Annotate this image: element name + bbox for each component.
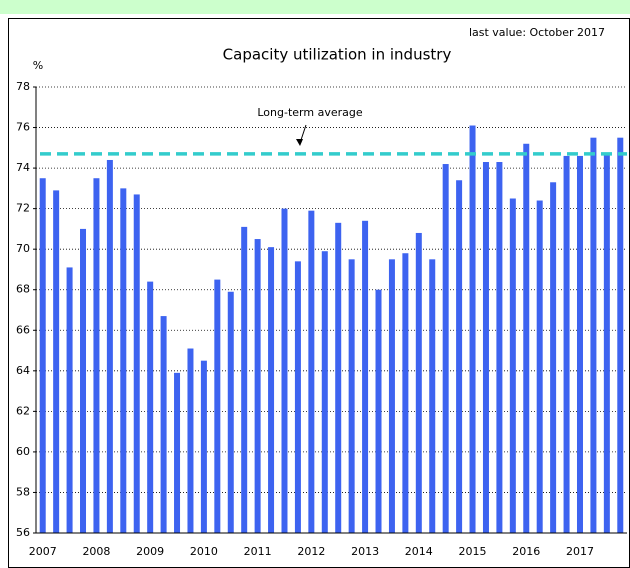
y-tick-label: 60 xyxy=(16,445,30,458)
bar xyxy=(228,292,234,533)
bar xyxy=(53,190,59,533)
annotation: last value: October 2017 xyxy=(469,26,605,39)
chart: last value: October 2017 Capacity utiliz… xyxy=(0,0,630,568)
bar xyxy=(147,282,153,533)
bar xyxy=(429,259,435,533)
bar xyxy=(376,290,382,533)
bar xyxy=(174,373,180,533)
bar xyxy=(470,126,476,533)
bar xyxy=(134,194,140,533)
bar xyxy=(214,280,220,533)
bar xyxy=(80,229,86,533)
x-tick-label: 2011 xyxy=(244,545,272,558)
bar xyxy=(349,259,355,533)
bar xyxy=(456,180,462,533)
average-label: Long-term average xyxy=(257,106,362,119)
y-tick-label: 64 xyxy=(16,364,30,377)
chart-title: Capacity utilization in industry xyxy=(223,46,452,64)
bar xyxy=(617,138,623,533)
x-tick-label: 2009 xyxy=(136,545,164,558)
bar xyxy=(550,182,556,533)
x-tick-label: 2010 xyxy=(190,545,218,558)
x-tick-label: 2007 xyxy=(29,545,57,558)
bar xyxy=(322,251,328,533)
y-tick-label: 66 xyxy=(16,323,30,336)
bar xyxy=(389,259,395,533)
x-tick-label: 2016 xyxy=(512,545,540,558)
y-tick-label: 76 xyxy=(16,121,30,134)
bar xyxy=(537,201,543,533)
bar xyxy=(590,138,596,533)
x-tick-label: 2013 xyxy=(351,545,379,558)
bar xyxy=(496,162,502,533)
y-tick-label: 58 xyxy=(16,485,30,498)
y-tick-label: 68 xyxy=(16,283,30,296)
bar xyxy=(255,239,261,533)
bar xyxy=(564,156,570,533)
bar xyxy=(577,156,583,533)
bar xyxy=(308,211,314,533)
bar xyxy=(402,253,408,533)
chart-frame xyxy=(9,19,630,568)
x-tick-label: 2017 xyxy=(566,545,594,558)
y-tick-label: 62 xyxy=(16,404,30,417)
bar xyxy=(510,199,516,534)
y-tick-label: 56 xyxy=(16,526,30,539)
bar xyxy=(241,227,247,533)
bar xyxy=(67,267,73,533)
x-tick-label: 2008 xyxy=(82,545,110,558)
top-strip xyxy=(0,0,630,14)
bar xyxy=(483,162,489,533)
bar xyxy=(93,178,99,533)
y-tick-label: 74 xyxy=(16,161,30,174)
bar xyxy=(335,223,341,533)
bar xyxy=(120,188,126,533)
x-tick-label: 2012 xyxy=(297,545,325,558)
y-tick-label: 72 xyxy=(16,202,30,215)
bar xyxy=(40,178,46,533)
x-tick-label: 2015 xyxy=(459,545,487,558)
y-tick-label: 78 xyxy=(16,80,30,93)
y-tick-label: 70 xyxy=(16,242,30,255)
bar xyxy=(161,316,167,533)
bar xyxy=(201,361,207,533)
bar xyxy=(443,164,449,533)
bar xyxy=(268,247,274,533)
bar xyxy=(107,160,113,533)
bar xyxy=(187,349,193,533)
y-axis-label: % xyxy=(33,59,43,72)
bar xyxy=(523,144,529,533)
bar xyxy=(604,154,610,533)
bar xyxy=(416,233,422,533)
bar xyxy=(362,221,368,533)
bar xyxy=(295,261,301,533)
x-tick-label: 2014 xyxy=(405,545,433,558)
bar xyxy=(281,209,287,533)
